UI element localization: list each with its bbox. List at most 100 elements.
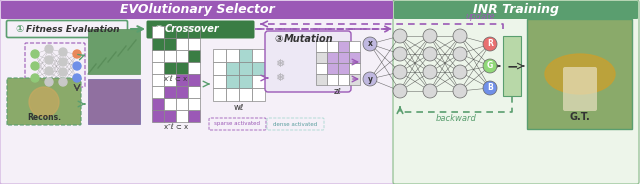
Bar [176,50,188,62]
Bar [164,86,176,98]
Bar [252,62,265,75]
Circle shape [73,50,81,58]
Bar [349,63,360,74]
Circle shape [31,74,39,82]
Bar [188,86,200,98]
Text: ①: ① [15,24,23,34]
Bar [152,110,164,122]
Text: update: update [465,12,495,21]
Bar [213,49,226,62]
Circle shape [73,62,81,70]
Text: G.T.: G.T. [570,112,590,122]
Circle shape [423,65,437,79]
FancyBboxPatch shape [393,0,639,184]
Circle shape [483,59,497,73]
Circle shape [59,78,67,86]
FancyBboxPatch shape [147,20,255,38]
FancyBboxPatch shape [6,20,127,38]
Bar [226,88,239,101]
FancyBboxPatch shape [503,36,521,96]
Text: ③: ③ [274,34,282,44]
Bar [176,62,188,74]
Text: y: y [367,75,372,84]
Text: R: R [487,40,493,49]
Bar [316,52,327,63]
Circle shape [423,47,437,61]
Circle shape [483,37,497,51]
Bar [349,74,360,85]
FancyBboxPatch shape [265,31,351,92]
Text: B: B [487,84,493,93]
Text: zℓ: zℓ [334,87,342,96]
FancyBboxPatch shape [1,1,393,19]
Circle shape [45,45,53,53]
Circle shape [393,47,407,61]
Bar [226,62,239,75]
Bar [252,75,265,88]
Bar [188,110,200,122]
Bar [327,74,338,85]
Bar [188,26,200,38]
Text: EVOlutionary Selector: EVOlutionary Selector [120,3,275,17]
Bar [164,62,176,74]
Bar [349,52,360,63]
Bar [152,98,164,110]
Bar [252,88,265,101]
Bar [327,63,338,74]
Bar [152,74,164,86]
Bar [164,110,176,122]
Circle shape [59,48,67,56]
Bar [327,52,338,63]
Bar [152,38,164,50]
FancyBboxPatch shape [527,19,632,129]
Bar [164,50,176,62]
Bar [252,49,265,62]
FancyBboxPatch shape [88,79,140,124]
FancyBboxPatch shape [0,0,394,184]
Bar [338,41,349,52]
Bar [316,63,327,74]
Bar [226,75,239,88]
Circle shape [423,29,437,43]
Bar [213,75,226,88]
FancyBboxPatch shape [7,78,81,125]
Bar [164,26,176,38]
Bar [327,41,338,52]
Text: x″ℓ ⊂ x: x″ℓ ⊂ x [164,124,188,130]
Bar [176,98,188,110]
Bar [176,26,188,38]
Text: Fitness Evaluation: Fitness Evaluation [26,24,120,33]
Circle shape [29,87,59,117]
Bar [239,49,252,62]
Bar [239,62,252,75]
Text: wℓ: wℓ [234,103,244,112]
Circle shape [453,47,467,61]
Circle shape [45,78,53,86]
Bar [164,74,176,86]
Text: G: G [487,61,493,70]
Text: ❅: ❅ [275,59,285,69]
Circle shape [45,56,53,64]
Circle shape [59,68,67,76]
FancyBboxPatch shape [394,1,638,19]
Bar [188,62,200,74]
Bar [226,49,239,62]
Bar [239,88,252,101]
Text: Recons.: Recons. [27,113,61,122]
Bar [188,98,200,110]
Bar [338,63,349,74]
Circle shape [363,72,377,86]
Bar [152,62,164,74]
Bar [338,74,349,85]
Ellipse shape [545,54,615,94]
Bar [213,62,226,75]
Text: dense activated: dense activated [273,121,317,127]
Circle shape [73,74,81,82]
Bar [176,38,188,50]
FancyBboxPatch shape [563,67,597,111]
Circle shape [453,65,467,79]
Bar [338,52,349,63]
Bar [164,38,176,50]
Text: sparse activated: sparse activated [214,121,260,127]
Text: Mutation: Mutation [284,34,333,44]
